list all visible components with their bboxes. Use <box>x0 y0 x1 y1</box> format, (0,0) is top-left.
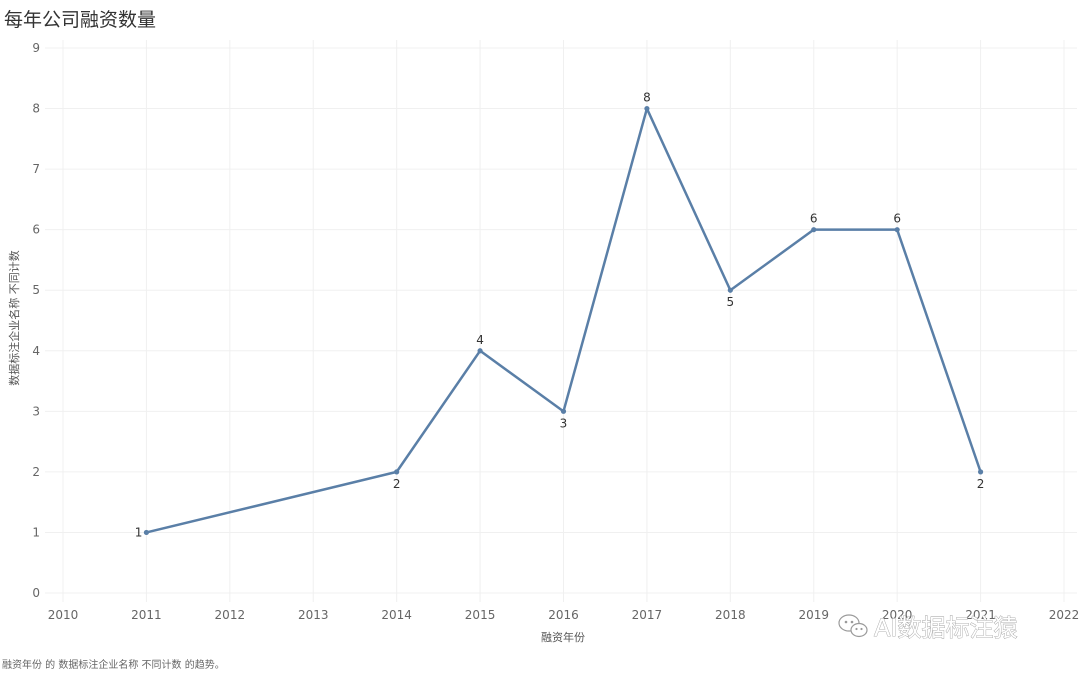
chart-title: 每年公司融资数量 <box>4 9 156 31</box>
data-point <box>727 287 733 293</box>
series: 1 2 4 3 8 5 6 6 2 <box>135 91 985 540</box>
data-point <box>477 348 483 354</box>
data-point <box>394 469 400 475</box>
data-label: 3 <box>560 416 568 430</box>
y-tick-label: 2 <box>32 465 40 479</box>
x-tick-label: 2017 <box>632 608 663 622</box>
x-tick-label: 2015 <box>465 608 496 622</box>
data-point <box>977 469 984 475</box>
y-axis-ticks: 0 1 2 3 4 5 6 7 8 9 <box>32 41 40 600</box>
x-tick-label: 2010 <box>48 608 79 622</box>
data-label: 2 <box>393 477 401 491</box>
x-tick-label: 2019 <box>798 608 829 622</box>
y-axis-label: 数据标注企业名称 不同计数 <box>7 250 21 386</box>
x-tick-label: 2016 <box>548 608 579 622</box>
x-tick-label: 2011 <box>131 608 162 622</box>
data-point <box>894 227 900 233</box>
data-point <box>811 227 817 233</box>
y-tick-label: 9 <box>32 41 40 55</box>
y-tick-label: 5 <box>32 283 40 297</box>
data-label: 6 <box>810 212 818 226</box>
x-axis-label: 融资年份 <box>541 630 585 644</box>
watermark-text: AI数据标注猿 <box>874 614 1018 642</box>
data-point <box>560 408 567 414</box>
watermark: AI数据标注猿 <box>838 614 1018 642</box>
x-tick-label: 2021 <box>965 608 996 622</box>
data-label: 2 <box>977 477 985 491</box>
y-tick-label: 8 <box>32 102 40 116</box>
data-point <box>143 529 150 536</box>
wechat-icon <box>838 614 868 638</box>
data-label: 4 <box>476 333 484 347</box>
x-tick-label: 2012 <box>215 608 246 622</box>
x-tick-label: 2020 <box>882 608 913 622</box>
x-tick-label: 2022 <box>1049 608 1080 622</box>
y-tick-label: 1 <box>32 525 40 539</box>
data-label: 1 <box>135 525 143 539</box>
data-label: 6 <box>893 212 901 226</box>
x-tick-label: 2014 <box>381 608 412 622</box>
chart-caption: 融资年份 的 数据标注企业名称 不同计数 的趋势。 <box>2 658 225 671</box>
x-tick-label: 2018 <box>715 608 746 622</box>
data-label: 5 <box>727 295 735 309</box>
y-tick-label: 4 <box>32 344 40 358</box>
data-point <box>644 105 650 112</box>
data-label: 8 <box>643 91 651 105</box>
grid <box>45 40 1077 602</box>
x-tick-label: 2013 <box>298 608 329 622</box>
y-tick-label: 3 <box>32 404 40 418</box>
x-axis-ticks: 2010 2011 2012 2013 2014 2015 2016 2017 2018 2019… <box>48 608 1080 622</box>
y-tick-label: 0 <box>32 586 40 600</box>
y-tick-label: 7 <box>32 162 40 176</box>
y-tick-label: 6 <box>32 223 40 237</box>
